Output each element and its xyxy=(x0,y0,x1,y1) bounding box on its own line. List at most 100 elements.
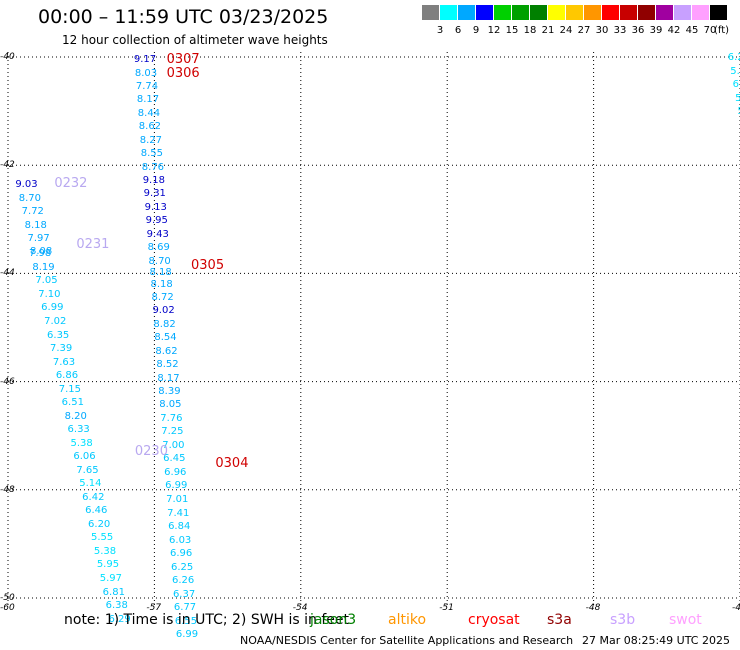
wave-height-value: 8.82 xyxy=(153,318,176,330)
scale-swatch xyxy=(512,5,529,20)
satellite-legend-item: altiko xyxy=(388,612,427,628)
pass-time-label: 0306 xyxy=(166,66,200,82)
wave-height-value: 8.17 xyxy=(157,372,180,384)
wave-height-value: 9.95 xyxy=(145,215,168,227)
satellite-legend-item: jason3 xyxy=(310,612,357,628)
wave-height-value: 6.29 xyxy=(108,613,131,625)
wave-height-value: 7.98 xyxy=(28,248,52,260)
scale-swatch xyxy=(530,5,547,20)
wave-height-value: 6.51 xyxy=(61,397,84,409)
wave-height-value: 8.19 xyxy=(32,261,55,273)
scale-swatch xyxy=(494,5,511,20)
wave-height-value: 7.39 xyxy=(49,343,73,355)
scale-label: 45 xyxy=(685,25,699,36)
wave-height-value: 9.17 xyxy=(133,53,157,65)
wave-height-value: 7.10 xyxy=(38,288,61,300)
wave-height-value: 7.65 xyxy=(76,464,99,476)
wave-height-value: 9.43 xyxy=(146,228,169,240)
footer-timestamp: 27 Mar 08:25:49 UTC 2025 xyxy=(582,634,730,647)
note-text: note: 1) Time is in UTC; 2) SWH is in fe… xyxy=(64,612,350,628)
wave-height-value: 6.2 xyxy=(727,52,740,63)
wave-height-value: 7.15 xyxy=(58,383,82,395)
wave-height-value: 8.69 xyxy=(147,242,170,254)
wave-height-value: 7.02 xyxy=(44,316,67,327)
wave-height-value: 6.45 xyxy=(163,453,186,465)
wave-height-value: 8.54 xyxy=(154,332,177,344)
wave-height-value: 6.84 xyxy=(168,521,191,533)
scale-swatch xyxy=(458,5,475,20)
wave-height-value: 9.13 xyxy=(144,201,167,213)
wave-height-value: 5.55 xyxy=(90,532,114,544)
scale-swatch xyxy=(476,5,493,20)
wave-height-value: 6.35 xyxy=(47,329,70,341)
scale-label: 39 xyxy=(649,25,663,36)
scale-swatch xyxy=(602,5,619,20)
wave-height-value: 5.14 xyxy=(79,478,102,490)
latitude-label: -46 xyxy=(0,376,15,387)
latitude-label: -48 xyxy=(0,484,15,495)
footer-org: NOAA/NESDIS Center for Satellite Applica… xyxy=(240,634,574,647)
scale-swatch xyxy=(710,5,727,20)
satellite-legend-item: s3b xyxy=(610,612,636,628)
latitude-label: -50 xyxy=(0,593,15,603)
wave-height-value: 5.95 xyxy=(96,559,120,571)
scale-label: 24 xyxy=(559,25,573,36)
wave-height-value: 8.03 xyxy=(134,68,158,80)
wave-height-value: 6.25 xyxy=(170,561,194,573)
wave-height-value: 5.38 xyxy=(70,437,93,449)
wave-height-value: 6.42 xyxy=(82,491,105,503)
pass-time-label: 0230 xyxy=(134,443,168,459)
wave-height-value: 7.41 xyxy=(167,507,190,519)
wave-height-value: 8.18 xyxy=(149,267,172,279)
scale-label: 42 xyxy=(667,25,681,36)
scale-label: 9 xyxy=(472,25,480,36)
scale-swatch xyxy=(584,5,601,20)
scale-swatch xyxy=(692,5,709,20)
wave-height-value: 8.08 xyxy=(29,245,53,257)
satellite-legend-item: s3a xyxy=(547,612,572,628)
wave-height-value: 6.96 xyxy=(170,548,193,560)
wave-height-value: 5.97 xyxy=(99,572,122,584)
wave-height-value: 6.0 xyxy=(732,79,740,91)
wave-height-value: 8.20 xyxy=(64,410,87,422)
latitude-label: -44 xyxy=(0,268,15,279)
longitude-label: -57 xyxy=(146,603,162,613)
wave-height-value: 8.44 xyxy=(137,107,161,119)
wave-height-value: 8.62 xyxy=(138,121,162,133)
wave-height-value: 6.81 xyxy=(102,586,125,598)
scale-swatch xyxy=(566,5,583,20)
wave-height-value: 8.72 xyxy=(151,291,174,303)
satellite-legend-item: swot xyxy=(669,612,702,628)
pass-time-label: 0232 xyxy=(54,176,88,192)
wave-height-value: 6.20 xyxy=(88,518,111,530)
wave-height-value: 6.86 xyxy=(55,370,79,382)
wave-height-value: 7.76 xyxy=(160,412,183,424)
scale-label: 6 xyxy=(454,25,462,36)
map-title: 00:00 – 11:59 UTC 03/23/2025 xyxy=(38,6,329,28)
longitude-label: -51 xyxy=(439,603,454,613)
longitude-label: -45 xyxy=(732,603,740,613)
wave-height-value: 8.55 xyxy=(140,148,163,160)
longitude-label: -60 xyxy=(0,603,15,613)
scale-swatch xyxy=(440,5,457,20)
scale-unit: (ft) xyxy=(714,25,730,36)
scale-swatch xyxy=(422,5,439,20)
wave-height-value: 6.33 xyxy=(67,424,90,436)
wave-height-value: 9.31 xyxy=(143,188,166,200)
scale-label: 21 xyxy=(541,25,555,36)
longitude-label: -54 xyxy=(292,603,308,613)
scale-label: 3 xyxy=(436,25,444,36)
wave-height-value: 6.99 xyxy=(165,480,188,492)
wave-height-value: 9.02 xyxy=(152,305,175,317)
wave-height-value: 7.01 xyxy=(166,493,189,505)
wave-height-value: 6.46 xyxy=(85,505,108,517)
wave-height-value: 6.06 xyxy=(73,451,96,463)
scale-label: 30 xyxy=(595,25,609,36)
wave-height-value: 8.52 xyxy=(156,359,179,371)
wave-height-value: 6.03 xyxy=(169,534,192,546)
wave-height-value: 5.9 xyxy=(735,92,740,104)
scale-label: 36 xyxy=(631,25,645,36)
wave-height-value: 7.72 xyxy=(21,206,44,218)
wave-height-value: 7.00 xyxy=(162,439,185,451)
